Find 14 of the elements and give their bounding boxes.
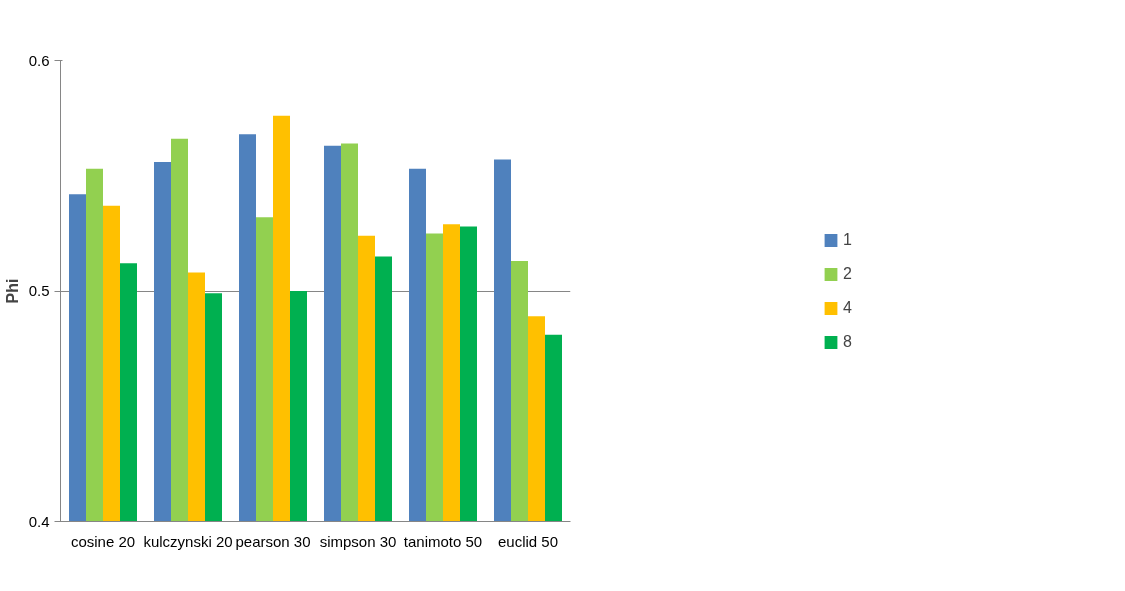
x-tick-label: tanimoto 50: [403, 532, 483, 550]
x-tick-label: euclid 50: [497, 532, 559, 550]
x-tick-label: kulczynski 20: [143, 532, 233, 550]
y-axis-title: Phi: [3, 278, 21, 304]
legend-label: 8: [843, 332, 853, 351]
y-tick-label: 0.4: [28, 512, 50, 530]
x-tick-label: simpson 30: [319, 532, 397, 550]
legend-label: 2: [843, 264, 853, 283]
y-tick-label: 0.5: [28, 282, 50, 299]
y-tick-label: 0.6: [28, 51, 50, 69]
legend-label: 4: [843, 298, 853, 317]
x-tick-label: cosine 20: [70, 532, 136, 550]
legend-label: 1: [843, 230, 853, 249]
x-tick-label: pearson 30: [235, 532, 311, 550]
